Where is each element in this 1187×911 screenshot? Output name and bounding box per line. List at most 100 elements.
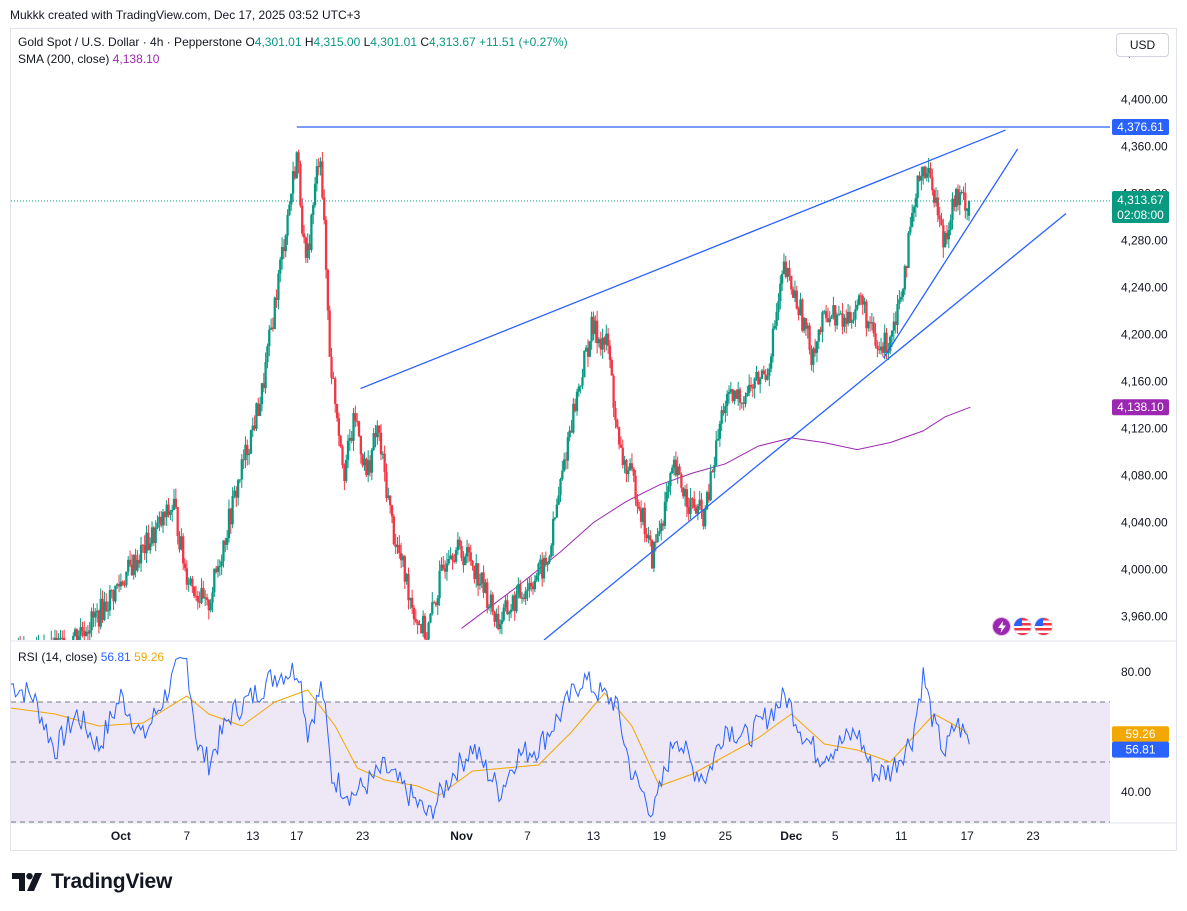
candle: [724, 400, 727, 423]
candle: [214, 565, 218, 574]
candle-body: [583, 350, 586, 378]
candle-body: [429, 613, 432, 623]
candle: [920, 166, 923, 191]
candle-body: [378, 425, 381, 433]
candle: [883, 324, 886, 360]
candle: [275, 289, 278, 308]
candle-body: [240, 459, 243, 480]
candle-body: [879, 346, 883, 351]
rsi-value-label-bg: [1112, 741, 1169, 758]
candle: [810, 345, 813, 371]
candle-body: [577, 386, 580, 392]
candle-body: [432, 602, 436, 604]
candle-body: [603, 337, 606, 345]
candle-body: [925, 173, 928, 178]
candle: [194, 585, 198, 601]
candle-body: [542, 557, 546, 579]
trendline-upper-wedge[interactable]: [360, 129, 1006, 390]
candle: [266, 343, 269, 369]
candle: [312, 202, 315, 225]
candle-body: [487, 606, 491, 608]
candle: [345, 454, 348, 484]
candle: [389, 495, 392, 514]
candle: [154, 520, 157, 552]
trendline-steep-support[interactable]: [883, 148, 1019, 359]
candle: [253, 415, 256, 432]
candle: [244, 436, 247, 469]
candle-body: [916, 175, 919, 199]
candle-body: [332, 378, 335, 380]
candle: [451, 553, 454, 570]
candle: [599, 331, 602, 356]
candle-body: [559, 479, 562, 496]
candle: [806, 322, 809, 339]
candle: [319, 157, 322, 176]
candle: [191, 575, 194, 594]
price-axis-tick: 4,120.00: [1121, 422, 1168, 436]
candle-body: [579, 385, 582, 387]
candle-body: [564, 459, 568, 461]
candle: [442, 556, 445, 571]
last-price-bg: [1112, 190, 1169, 223]
candle: [555, 498, 558, 518]
candle: [550, 543, 553, 558]
candle: [385, 463, 388, 502]
currency-button[interactable]: USD: [1116, 33, 1169, 57]
candle-body: [509, 609, 513, 613]
candle: [301, 198, 304, 237]
us-flag-event-icon[interactable]: [1013, 617, 1032, 636]
candle-body: [738, 389, 742, 403]
candle: [791, 286, 795, 298]
candle: [132, 554, 135, 580]
candle-body: [75, 629, 79, 640]
candle: [405, 572, 408, 585]
candle: [92, 603, 95, 628]
candle-body: [253, 425, 256, 429]
candle: [302, 225, 306, 244]
candle-body: [447, 558, 450, 564]
date-axis-tick: Nov: [450, 829, 473, 843]
trendline-lower-channel[interactable]: [543, 212, 1067, 640]
candle: [927, 157, 930, 183]
candle: [709, 464, 712, 502]
candle-body: [191, 578, 194, 587]
candle: [509, 604, 513, 619]
candle: [522, 593, 526, 602]
candle-body: [522, 597, 526, 600]
candle: [324, 216, 328, 279]
candle: [299, 160, 302, 208]
candle: [793, 280, 797, 303]
candle-body: [550, 545, 553, 557]
candle: [440, 557, 443, 572]
lightning-event-icon[interactable]: [992, 617, 1011, 636]
candle: [381, 451, 384, 460]
candle-body: [898, 299, 901, 304]
candle: [456, 532, 460, 555]
candle: [143, 535, 146, 560]
us-flag-event-icon-2[interactable]: [1034, 617, 1053, 636]
candle: [683, 485, 687, 507]
candle-body: [797, 308, 800, 316]
candle-body: [482, 572, 485, 593]
candle-body: [105, 601, 108, 611]
candle: [356, 413, 359, 427]
candle-body: [187, 583, 190, 585]
candle: [863, 297, 866, 314]
candle: [458, 536, 461, 550]
candle: [854, 300, 857, 327]
candle-body: [297, 152, 300, 164]
candle: [563, 452, 566, 472]
candle: [597, 337, 601, 348]
candle: [612, 373, 615, 418]
candle-body: [614, 407, 617, 421]
candle: [658, 520, 661, 537]
candle-body: [958, 192, 961, 206]
candle: [196, 590, 199, 610]
candle-body: [643, 507, 646, 535]
candle-body: [912, 206, 916, 213]
candle: [139, 536, 143, 572]
candle: [176, 506, 179, 545]
candle-body: [99, 598, 102, 627]
candle-body: [775, 311, 778, 326]
